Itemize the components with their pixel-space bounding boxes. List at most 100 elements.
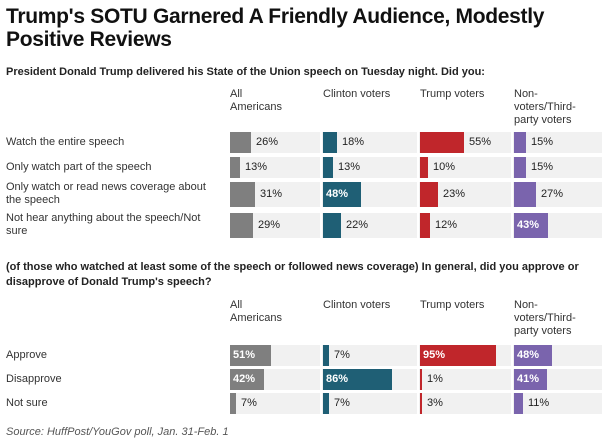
data-label: 3% [427, 397, 443, 409]
bar [323, 132, 337, 153]
row-label: Only watch part of the speech [6, 161, 152, 173]
column-header: Clinton voters [323, 88, 391, 100]
data-label: 18% [342, 136, 365, 148]
row-label: Not hear anything about the speech/Not s… [6, 212, 201, 237]
data-label: 23% [443, 188, 466, 200]
column-separator [320, 213, 322, 238]
bar [230, 182, 255, 207]
bar-cell: 18% [323, 132, 415, 153]
bar [323, 345, 329, 366]
bar-cell: 55% [420, 132, 512, 153]
column-header: Non-voters/Third-party voters [514, 299, 576, 337]
bar-cell: 41% [514, 369, 606, 390]
data-label: 29% [258, 219, 281, 231]
data-label: 51% [233, 349, 256, 361]
bar-cell: 43% [514, 213, 606, 238]
data-label: 10% [433, 161, 456, 173]
bar [420, 369, 422, 390]
data-label: 31% [260, 188, 283, 200]
bar [230, 369, 264, 390]
bar-cell: 13% [323, 157, 415, 178]
row-label: Only watch or read news coverage about t… [6, 181, 206, 206]
data-label: 43% [517, 219, 540, 231]
chart-title: Trump's SOTU Garnered A Friendly Audienc… [6, 5, 545, 51]
bar [420, 132, 464, 153]
data-label: 41% [517, 373, 540, 385]
bar-cell: 1% [420, 369, 512, 390]
data-label: 13% [338, 161, 361, 173]
column-header: Trump voters [420, 88, 485, 100]
bar [420, 157, 428, 178]
column-header: Clinton voters [323, 299, 391, 311]
data-label: 55% [469, 136, 492, 148]
data-label: 7% [334, 397, 350, 409]
data-label: 22% [346, 219, 369, 231]
data-label: 48% [326, 188, 349, 200]
bar-cell: 48% [514, 345, 606, 366]
data-label: 15% [531, 136, 554, 148]
question-text: (of those who watched at least some of t… [6, 261, 579, 288]
bar-cell: 31% [230, 182, 322, 207]
bar [514, 157, 526, 178]
row-label: Not sure [6, 397, 48, 409]
row-label: Disapprove [6, 373, 62, 385]
column-separator [511, 157, 513, 178]
column-separator [417, 157, 419, 178]
bar-cell: 95% [420, 345, 512, 366]
data-label: 7% [334, 349, 350, 361]
bar-cell: 12% [420, 213, 512, 238]
bar-cell: 7% [230, 393, 322, 414]
data-label: 13% [245, 161, 268, 173]
bar [514, 369, 547, 390]
column-separator [511, 345, 513, 366]
data-label: 95% [423, 349, 446, 361]
bar-cell: 26% [230, 132, 322, 153]
bar-cell: 51% [230, 345, 322, 366]
bar-cell: 10% [420, 157, 512, 178]
column-separator [320, 345, 322, 366]
bar [323, 213, 341, 238]
column-separator [417, 393, 419, 414]
column-header: All Americans [230, 88, 282, 113]
column-separator [320, 182, 322, 207]
row-label: Watch the entire speech [6, 136, 125, 148]
bar-cell: 13% [230, 157, 322, 178]
column-header: All Americans [230, 299, 282, 324]
bar [230, 157, 240, 178]
data-label: 15% [531, 161, 554, 173]
column-separator [511, 393, 513, 414]
data-label: 42% [233, 373, 256, 385]
bar [230, 345, 271, 366]
bar [514, 182, 536, 207]
source-note: Source: HuffPost/YouGov poll, Jan. 31-Fe… [6, 426, 229, 438]
column-separator [417, 132, 419, 153]
bar-cell: 42% [230, 369, 322, 390]
data-label: 11% [528, 397, 550, 409]
bar [323, 157, 333, 178]
bar [230, 213, 253, 238]
data-label: 26% [256, 136, 279, 148]
bar [230, 393, 236, 414]
bar-cell: 15% [514, 132, 606, 153]
bar-cell: 7% [323, 345, 415, 366]
bar-cell: 86% [323, 369, 415, 390]
data-label: 7% [241, 397, 257, 409]
column-separator [417, 213, 419, 238]
column-separator [320, 132, 322, 153]
bar [323, 369, 392, 390]
column-separator [511, 182, 513, 207]
column-separator [417, 369, 419, 390]
data-label: 1% [427, 373, 443, 385]
bar [514, 345, 552, 366]
bar-cell: 23% [420, 182, 512, 207]
bar [323, 393, 329, 414]
data-label: 48% [517, 349, 540, 361]
bar-cell: 27% [514, 182, 606, 207]
column-separator [417, 345, 419, 366]
bar-cell: 7% [323, 393, 415, 414]
column-separator [417, 182, 419, 207]
data-label: 27% [541, 188, 564, 200]
bar-cell: 22% [323, 213, 415, 238]
bar [323, 182, 361, 207]
data-label: 86% [326, 373, 349, 385]
